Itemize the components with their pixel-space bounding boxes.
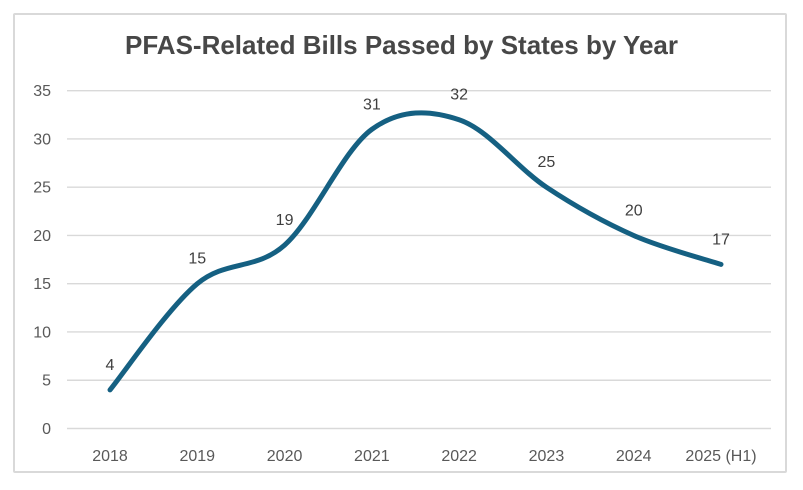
data-label: 32	[450, 87, 468, 104]
data-label: 15	[188, 251, 206, 268]
x-axis-tick-label: 2023	[529, 448, 565, 465]
data-label: 20	[625, 202, 643, 219]
y-axis-tick-label: 15	[33, 276, 51, 293]
series-line	[107, 110, 724, 393]
x-axis-tick-label: 2022	[441, 448, 477, 465]
chart-title: PFAS-Related Bills Passed by States by Y…	[125, 30, 678, 60]
x-axis-tick-label: 2025 (H1)	[685, 448, 756, 465]
x-axis-tick-label: 2021	[354, 448, 390, 465]
y-axis-tick-label: 30	[33, 131, 51, 148]
y-axis-tick-label: 25	[33, 180, 51, 197]
data-label: 31	[363, 96, 381, 113]
y-axis-tick-label: 0	[42, 421, 51, 438]
x-axis-tick-label: 2024	[616, 448, 652, 465]
x-axis-tick-label: 2020	[267, 448, 303, 465]
y-axis-tick-label: 20	[33, 228, 51, 245]
y-axis-tick-label: 10	[33, 324, 51, 341]
x-axis-tick-label: 2018	[92, 448, 128, 465]
data-label: 19	[276, 212, 294, 229]
x-axis-tick-label: 2019	[179, 448, 215, 465]
data-label: 4	[106, 357, 115, 374]
y-axis-tick-label: 35	[33, 83, 51, 100]
data-label: 17	[712, 231, 730, 248]
y-axis-tick-label: 5	[42, 373, 51, 390]
data-label: 25	[538, 154, 556, 171]
